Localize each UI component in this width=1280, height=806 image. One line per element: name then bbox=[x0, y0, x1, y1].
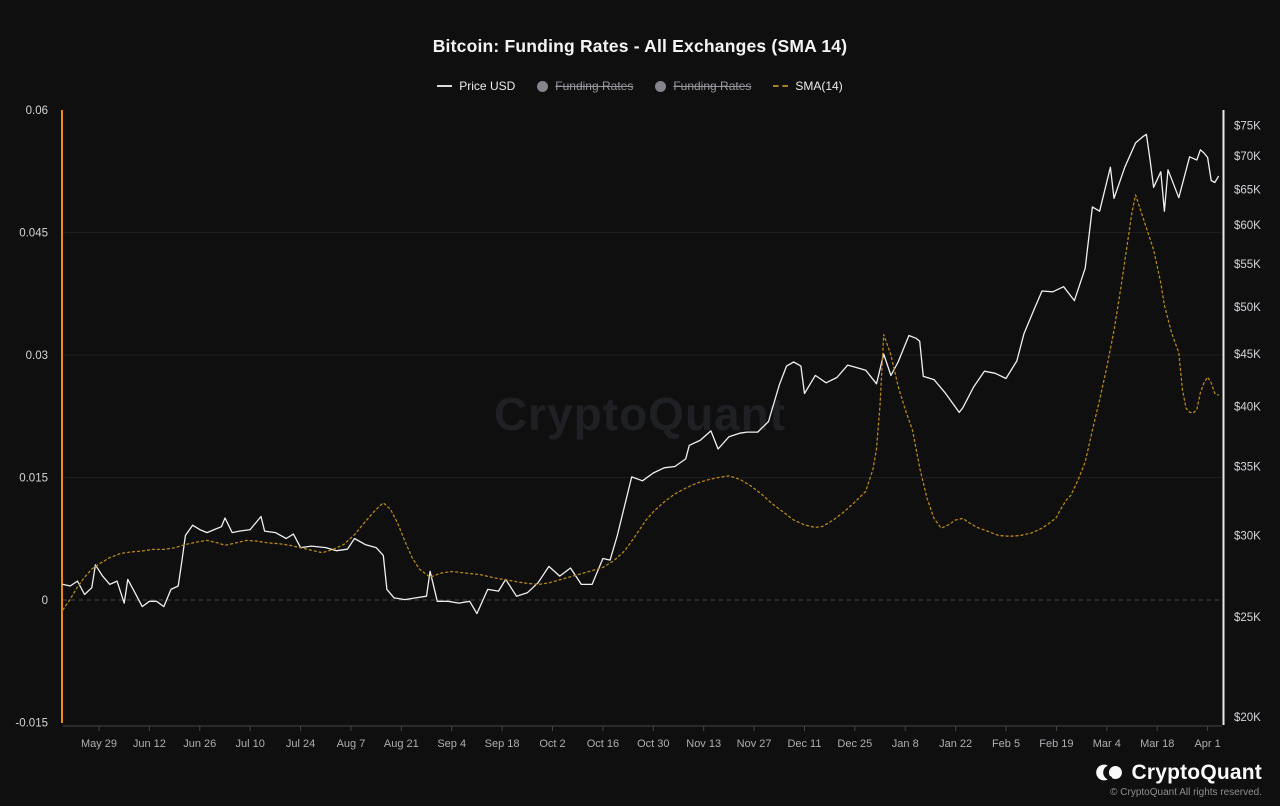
left-axis-tick-label: -0.015 bbox=[15, 718, 48, 730]
legend-item-funding-rates-1[interactable]: Funding Rates bbox=[537, 79, 633, 93]
legend: Price USD Funding Rates Funding Rates SM… bbox=[0, 79, 1280, 93]
brand-name: CryptoQuant bbox=[1131, 760, 1262, 784]
x-axis-tick-label: Apr 1 bbox=[1194, 738, 1220, 750]
x-axis-tick-label: Nov 13 bbox=[686, 738, 721, 750]
x-axis-tick-label: Jul 24 bbox=[286, 738, 315, 750]
x-axis-tick-label: Oct 2 bbox=[539, 738, 565, 750]
right-axis-tick-label: $25K bbox=[1234, 612, 1261, 624]
page-title: Bitcoin: Funding Rates - All Exchanges (… bbox=[432, 36, 848, 56]
left-axis-tick-label: 0.03 bbox=[26, 350, 48, 362]
right-axis-tick-label: $60K bbox=[1234, 220, 1261, 232]
left-axis-tick-label: 0.06 bbox=[26, 105, 48, 117]
right-axis-tick-label: $45K bbox=[1234, 349, 1261, 361]
legend-label: Funding Rates bbox=[673, 79, 752, 93]
x-axis-tick-label: Feb 5 bbox=[992, 738, 1020, 750]
plot-area[interactable] bbox=[63, 110, 1222, 725]
x-axis-tick-label: Nov 27 bbox=[737, 738, 772, 750]
legend-item-sma14[interactable]: SMA(14) bbox=[773, 79, 843, 93]
x-axis-tick-label: Jan 22 bbox=[939, 738, 972, 750]
footer-branding: CryptoQuant © CryptoQuant All rights res… bbox=[1096, 760, 1262, 798]
right-axis-tick-label: $40K bbox=[1234, 402, 1261, 414]
x-axis-tick-label: Sep 4 bbox=[437, 738, 466, 750]
x-axis-tick-label: Oct 30 bbox=[637, 738, 669, 750]
left-axis-tick-label: 0.015 bbox=[19, 473, 48, 485]
right-axis-tick-label: $75K bbox=[1234, 120, 1261, 132]
right-axis-tick-label: $65K bbox=[1234, 184, 1261, 196]
sma-line bbox=[62, 194, 1220, 611]
x-axis-tick-label: Oct 16 bbox=[587, 738, 619, 750]
x-axis-tick-label: May 29 bbox=[81, 738, 117, 750]
right-axis-tick-label: $20K bbox=[1234, 712, 1261, 724]
x-axis-tick-label: Jul 10 bbox=[235, 738, 264, 750]
x-axis-tick-label: Mar 4 bbox=[1093, 738, 1121, 750]
legend-item-funding-rates-2[interactable]: Funding Rates bbox=[655, 79, 751, 93]
left-axis-tick-label: 0.045 bbox=[19, 228, 48, 240]
circle-marker-icon bbox=[537, 80, 549, 92]
x-axis-tick-label: Dec 11 bbox=[787, 738, 821, 750]
x-axis-tick-label: Mar 18 bbox=[1140, 738, 1174, 750]
legend-label: SMA(14) bbox=[795, 79, 843, 93]
x-axis-tick-label: Feb 19 bbox=[1039, 738, 1073, 750]
x-axis-tick-label: Jun 12 bbox=[133, 738, 166, 750]
x-axis-tick-label: Sep 18 bbox=[485, 738, 520, 750]
legend-item-price-usd[interactable]: Price USD bbox=[437, 79, 515, 93]
right-axis-tick-label: $70K bbox=[1234, 151, 1261, 163]
x-axis-tick-label: Aug 21 bbox=[384, 738, 419, 750]
x-axis-tick-label: Aug 7 bbox=[337, 738, 366, 750]
cryptoquant-logo-icon bbox=[1096, 764, 1123, 782]
right-axis-tick-label: $35K bbox=[1234, 462, 1261, 474]
left-axis-tick-label: 0 bbox=[42, 595, 48, 607]
legend-label: Price USD bbox=[459, 79, 516, 93]
right-axis-tick-label: $50K bbox=[1234, 302, 1261, 314]
line-marker-icon bbox=[437, 85, 453, 87]
right-axis-tick-label: $55K bbox=[1234, 259, 1261, 271]
legend-label: Funding Rates bbox=[555, 79, 634, 93]
dashed-line-marker-icon bbox=[773, 85, 789, 87]
price-line bbox=[62, 133, 1220, 615]
x-axis-tick-label: Jan 8 bbox=[892, 738, 919, 750]
x-axis-tick-label: Jun 26 bbox=[183, 738, 216, 750]
circle-marker-icon bbox=[655, 80, 667, 92]
copyright-text: © CryptoQuant All rights reserved. bbox=[1110, 787, 1262, 798]
right-axis-tick-label: $30K bbox=[1234, 531, 1261, 543]
x-axis-tick-label: Dec 25 bbox=[837, 738, 872, 750]
